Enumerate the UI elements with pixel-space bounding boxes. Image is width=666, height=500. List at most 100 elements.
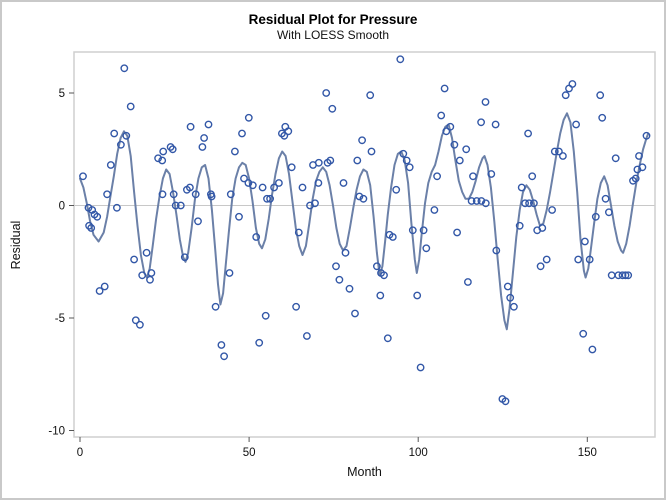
y-tick-label: 5 bbox=[59, 88, 65, 100]
data-point-marker bbox=[258, 183, 267, 192]
data-point-marker bbox=[501, 397, 510, 406]
data-point-marker bbox=[440, 84, 449, 93]
data-point-marker bbox=[158, 156, 167, 165]
data-point-marker bbox=[572, 120, 580, 129]
x-tick-label: 0 bbox=[77, 447, 83, 459]
data-point-marker bbox=[405, 163, 414, 172]
data-point-marker bbox=[463, 278, 472, 286]
data-point-marker bbox=[442, 127, 451, 136]
plot-frame bbox=[73, 51, 656, 438]
data-point-marker bbox=[477, 197, 486, 205]
data-point-marker bbox=[542, 255, 551, 264]
data-point-marker bbox=[601, 194, 610, 203]
data-point-marker bbox=[530, 199, 538, 208]
data-point-marker bbox=[138, 271, 147, 280]
data-point-marker bbox=[122, 131, 131, 140]
data-point-marker bbox=[359, 194, 368, 203]
data-point-marker bbox=[555, 147, 563, 156]
data-point-marker bbox=[453, 228, 461, 237]
data-point-marker bbox=[166, 143, 175, 151]
data-point-marker bbox=[142, 248, 151, 257]
data-point-marker bbox=[588, 345, 597, 354]
data-point-marker bbox=[176, 201, 185, 210]
x-tick-label: 150 bbox=[578, 447, 597, 459]
data-point-marker bbox=[355, 192, 364, 201]
y-tick-label: -10 bbox=[48, 426, 65, 438]
data-point-marker bbox=[117, 140, 125, 149]
data-point-marker bbox=[255, 338, 264, 347]
data-point-marker bbox=[294, 228, 303, 237]
data-point-marker bbox=[477, 118, 485, 127]
data-point-marker bbox=[106, 161, 115, 169]
data-point-marker bbox=[204, 120, 213, 129]
data-point-marker bbox=[100, 282, 109, 291]
data-point-marker bbox=[326, 156, 335, 165]
data-point-marker bbox=[433, 172, 441, 181]
data-point-marker bbox=[85, 221, 94, 230]
data-point-marker bbox=[416, 363, 425, 372]
data-point-marker bbox=[345, 284, 354, 293]
data-point-marker bbox=[402, 156, 411, 165]
data-point-marker bbox=[230, 147, 239, 156]
data-point-marker bbox=[525, 199, 533, 208]
data-point-marker bbox=[521, 199, 529, 208]
data-point-marker bbox=[446, 122, 455, 131]
data-point-marker bbox=[171, 201, 180, 210]
data-point-marker bbox=[135, 320, 144, 329]
data-point-marker bbox=[131, 316, 140, 325]
data-point-marker bbox=[399, 149, 408, 158]
data-point-marker bbox=[408, 226, 417, 235]
data-point-marker bbox=[591, 212, 600, 221]
data-point-marker bbox=[252, 233, 261, 241]
data-point-marker bbox=[515, 221, 524, 230]
y-tick-label: 0 bbox=[59, 201, 65, 213]
data-point-marker bbox=[270, 183, 278, 192]
data-point-marker bbox=[430, 206, 439, 214]
data-point-marker bbox=[261, 311, 270, 320]
data-point-marker bbox=[113, 203, 121, 212]
data-point-marker bbox=[467, 197, 476, 205]
data-point-marker bbox=[366, 91, 375, 100]
data-point-marker bbox=[180, 253, 189, 262]
data-point-marker bbox=[280, 131, 289, 140]
data-point-marker bbox=[263, 194, 271, 203]
data-point-marker bbox=[298, 183, 307, 192]
data-point-marker bbox=[538, 224, 547, 232]
data-point-marker bbox=[376, 291, 385, 300]
data-point-marker bbox=[624, 271, 633, 280]
x-tick-label: 50 bbox=[243, 447, 256, 459]
data-point-marker bbox=[367, 147, 376, 156]
data-point-marker bbox=[95, 287, 104, 295]
plot-area bbox=[74, 52, 655, 437]
data-point-marker bbox=[274, 179, 283, 187]
y-tick-label: -5 bbox=[55, 313, 65, 325]
data-point-marker bbox=[550, 147, 559, 156]
data-point-marker bbox=[217, 341, 226, 349]
data-point-marker bbox=[287, 163, 296, 172]
y-axis-label: Residual bbox=[9, 220, 23, 270]
data-point-marker bbox=[341, 248, 350, 257]
data-point-marker bbox=[517, 183, 526, 192]
data-point-marker bbox=[322, 89, 331, 97]
data-point-marker bbox=[574, 255, 583, 264]
data-point-marker bbox=[186, 122, 195, 131]
data-point-marker bbox=[631, 174, 640, 183]
data-point-marker bbox=[561, 91, 570, 100]
loess-smooth-line bbox=[79, 112, 650, 331]
data-point-marker bbox=[169, 190, 178, 199]
data-point-marker bbox=[335, 275, 344, 284]
data-point-marker bbox=[220, 352, 229, 361]
x-axis-label: Month bbox=[347, 465, 382, 479]
data-point-marker bbox=[248, 181, 257, 190]
data-point-marker bbox=[120, 64, 129, 73]
data-point-marker bbox=[437, 111, 446, 120]
data-point-marker bbox=[618, 271, 627, 280]
data-point-marker bbox=[158, 190, 167, 199]
data-point-marker bbox=[159, 147, 168, 156]
data-point-marker bbox=[103, 190, 112, 199]
data-point-marker bbox=[292, 302, 300, 311]
data-point-marker bbox=[380, 271, 388, 280]
data-point-marker bbox=[472, 197, 481, 205]
data-point-marker bbox=[191, 190, 200, 199]
